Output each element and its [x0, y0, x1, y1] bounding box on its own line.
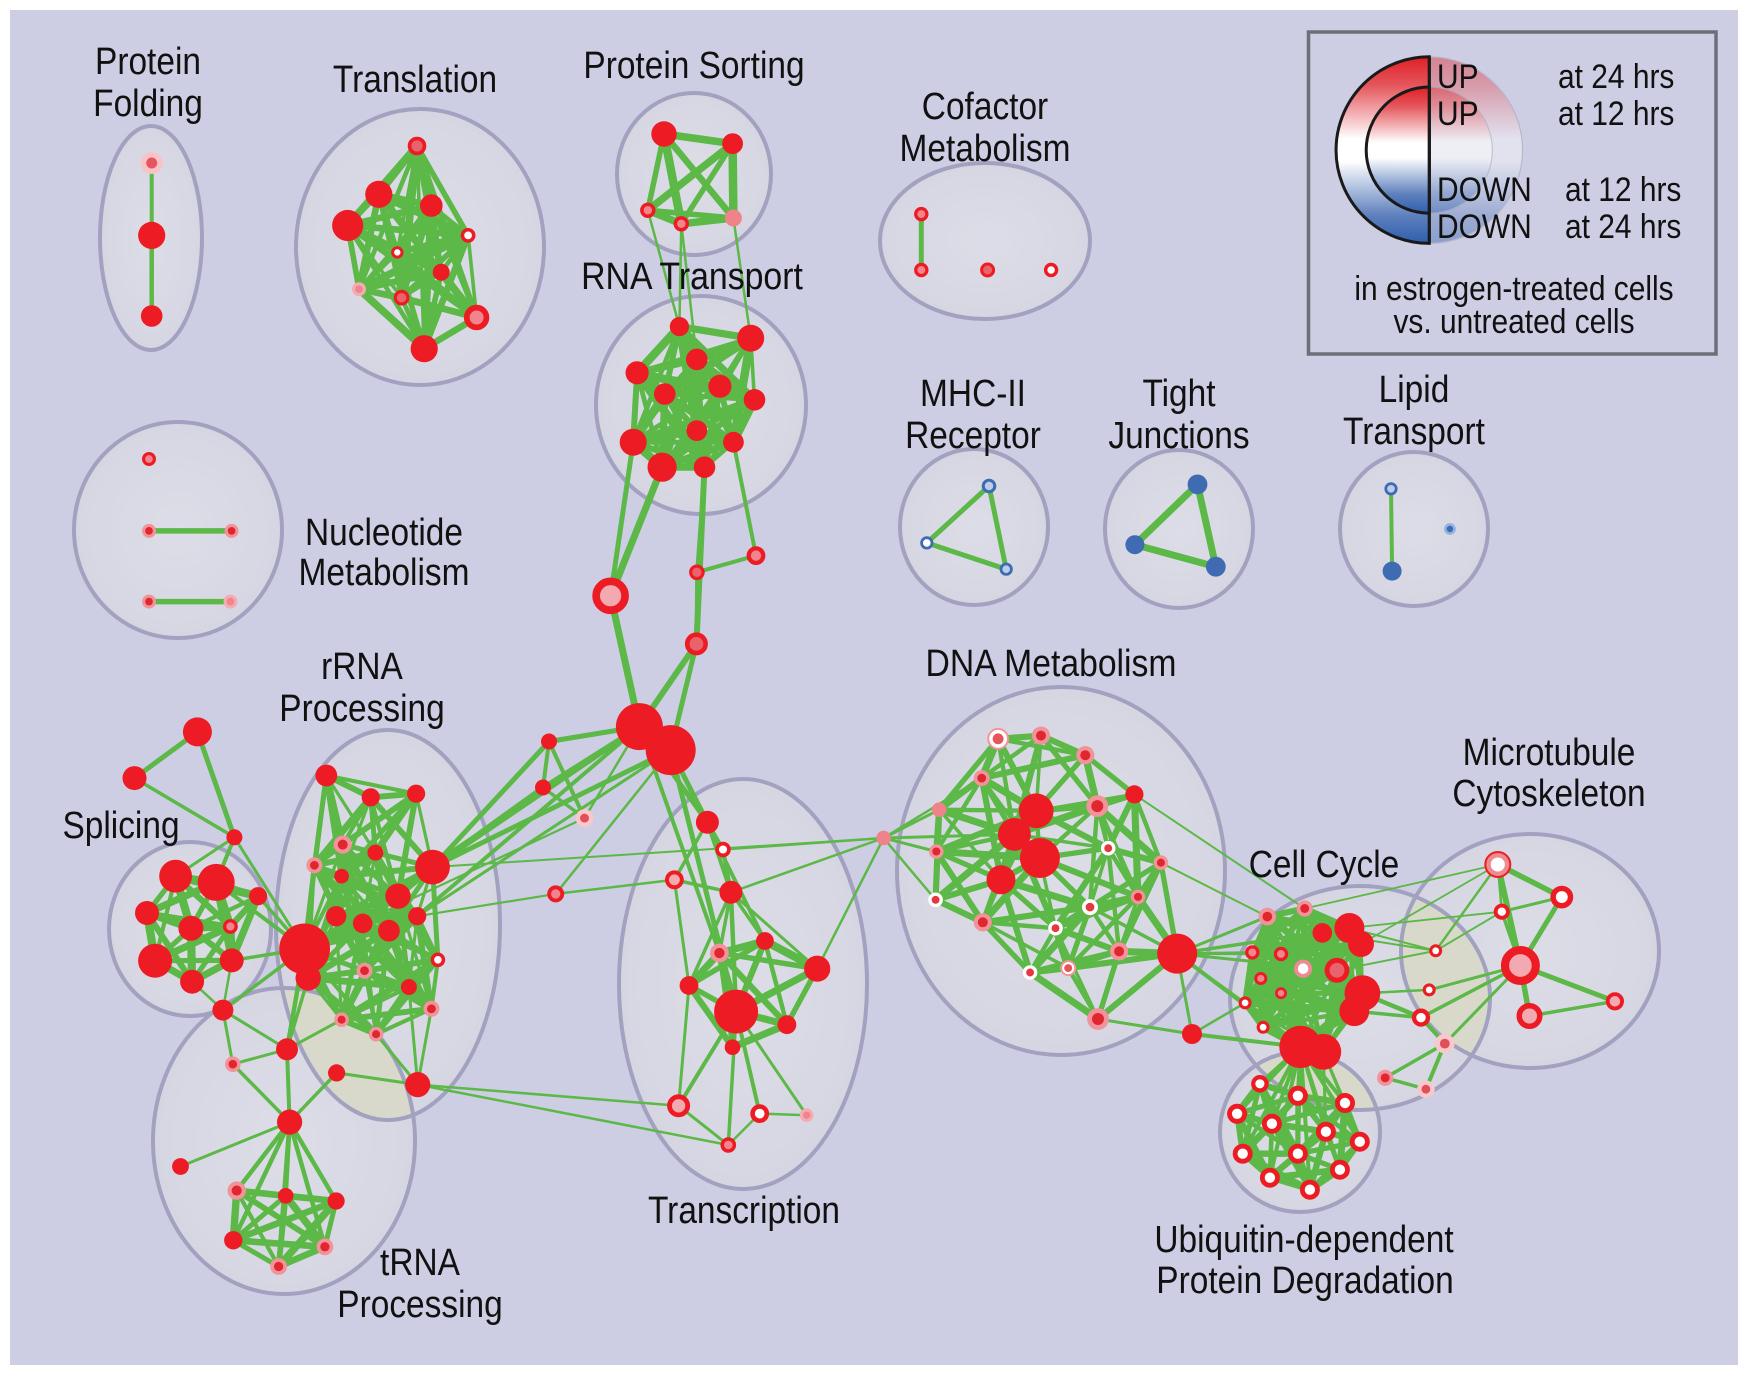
svg-text:Microtubule: Microtubule — [1463, 732, 1636, 774]
svg-text:at 24 hrs: at 24 hrs — [1558, 58, 1674, 96]
svg-text:at 12 hrs: at 12 hrs — [1558, 95, 1674, 133]
svg-text:DOWN: DOWN — [1437, 208, 1532, 246]
svg-text:Cytoskeleton: Cytoskeleton — [1452, 773, 1645, 815]
svg-text:Protein Degradation: Protein Degradation — [1156, 1260, 1453, 1302]
svg-text:Splicing: Splicing — [62, 805, 179, 847]
svg-text:vs. untreated cells: vs. untreated cells — [1393, 303, 1634, 341]
svg-text:Ubiquitin-dependent: Ubiquitin-dependent — [1154, 1219, 1454, 1261]
svg-text:Translation: Translation — [333, 59, 497, 101]
svg-text:DOWN: DOWN — [1437, 171, 1532, 209]
svg-text:DNA Metabolism: DNA Metabolism — [926, 643, 1177, 685]
svg-text:Processing: Processing — [337, 1284, 502, 1326]
svg-text:Junctions: Junctions — [1108, 415, 1249, 457]
svg-text:Lipid: Lipid — [1379, 369, 1450, 411]
svg-text:Processing: Processing — [279, 688, 444, 730]
svg-text:in estrogen-treated cells: in estrogen-treated cells — [1354, 270, 1673, 308]
svg-text:Protein Sorting: Protein Sorting — [583, 45, 804, 87]
svg-text:at 24 hrs: at 24 hrs — [1565, 208, 1681, 246]
svg-text:Cofactor: Cofactor — [922, 86, 1049, 128]
svg-text:UP: UP — [1437, 95, 1479, 133]
svg-text:Nucleotide: Nucleotide — [305, 512, 463, 554]
svg-text:UP: UP — [1437, 58, 1479, 96]
svg-text:MHC-II: MHC-II — [920, 373, 1026, 415]
svg-text:Transport: Transport — [1343, 411, 1485, 453]
svg-text:at 12 hrs: at 12 hrs — [1565, 171, 1681, 209]
svg-text:Metabolism: Metabolism — [299, 552, 470, 594]
svg-text:Metabolism: Metabolism — [900, 128, 1071, 170]
svg-text:Transcription: Transcription — [648, 1190, 840, 1232]
svg-text:Tight: Tight — [1142, 373, 1215, 415]
svg-text:Folding: Folding — [93, 83, 203, 125]
svg-text:Protein: Protein — [95, 41, 201, 83]
svg-text:Cell Cycle: Cell Cycle — [1249, 844, 1400, 886]
svg-text:rRNA: rRNA — [321, 646, 403, 688]
svg-text:RNA Transport: RNA Transport — [581, 256, 803, 298]
svg-text:tRNA: tRNA — [380, 1242, 460, 1284]
svg-text:Receptor: Receptor — [905, 415, 1041, 457]
